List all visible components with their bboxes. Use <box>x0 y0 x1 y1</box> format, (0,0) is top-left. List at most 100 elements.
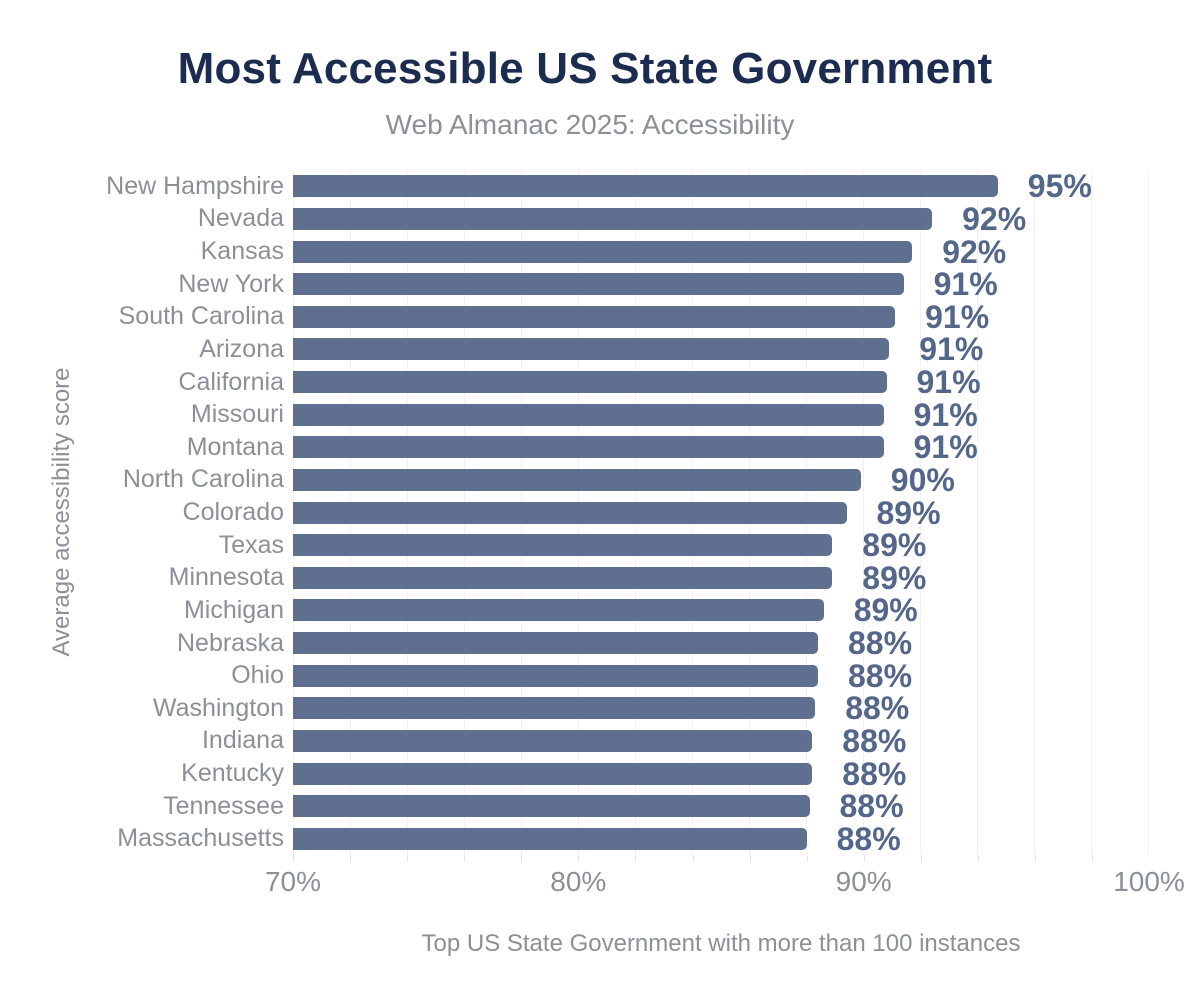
bar-row: Colorado 89% <box>0 496 1200 529</box>
category-label: Nevada <box>197 204 284 233</box>
category-label: Colorado <box>182 498 284 527</box>
bar-track: 91% <box>293 398 1200 431</box>
value-label: 89% <box>853 592 918 629</box>
bar-row: Indiana 88% <box>0 725 1200 758</box>
category-label: Washington <box>152 693 284 722</box>
bar-track: 88% <box>293 823 1200 856</box>
category-label: Michigan <box>183 595 284 624</box>
bar <box>293 468 861 491</box>
bar-row: Nevada 92% <box>0 203 1200 236</box>
bar-row: New Hampshire 95% <box>0 170 1200 203</box>
category-label: Texas <box>218 530 284 559</box>
bar-row: New York 91% <box>0 268 1200 301</box>
bar-row: Missouri 91% <box>0 398 1200 431</box>
bar <box>293 729 813 752</box>
page-title: Most Accessible US State Government <box>177 44 993 93</box>
bar <box>293 827 807 850</box>
category-label: South Carolina <box>118 302 284 331</box>
x-tick-mark <box>806 855 808 862</box>
category-label: Montana <box>186 432 284 461</box>
category-label: New Hampshire <box>106 171 284 200</box>
bar <box>293 599 824 622</box>
category-label: California <box>178 367 284 396</box>
bar <box>293 762 813 785</box>
category-label: Arizona <box>199 334 284 363</box>
bar <box>293 632 818 655</box>
category-label: Kansas <box>200 237 284 266</box>
value-label: 89% <box>862 559 927 596</box>
x-tick-mark <box>1034 855 1036 862</box>
bar-track: 91% <box>293 431 1200 464</box>
value-label: 91% <box>913 396 978 433</box>
bar-track: 91% <box>293 301 1200 334</box>
bar-row: North Carolina 90% <box>0 464 1200 497</box>
x-tick-mark <box>635 855 637 862</box>
bar-track: 95% <box>293 170 1200 203</box>
bar-track: 91% <box>293 366 1200 399</box>
bar-row: Montana 91% <box>0 431 1200 464</box>
x-tick-mark <box>692 855 694 862</box>
bar-track: 89% <box>293 594 1200 627</box>
value-label: 88% <box>845 690 910 727</box>
bar <box>293 207 933 230</box>
category-label: North Carolina <box>122 465 284 494</box>
bar-track: 88% <box>293 659 1200 692</box>
x-tick-mark <box>464 855 466 862</box>
value-label: 90% <box>890 461 955 498</box>
x-tick-mark <box>578 855 580 862</box>
x-tick-label: 80% <box>550 866 607 897</box>
category-label: Ohio <box>231 661 284 690</box>
category-label: Kentucky <box>181 759 284 788</box>
category-label: Tennessee <box>163 791 284 820</box>
category-label: New York <box>178 269 284 298</box>
x-tick-label: 90% <box>835 866 892 897</box>
bar-track: 88% <box>293 627 1200 660</box>
bar-track: 91% <box>293 268 1200 301</box>
value-label: 95% <box>1027 168 1092 205</box>
x-axis-title: Top US State Government with more than 1… <box>421 930 1021 957</box>
chart-subtitle: Web Almanac 2025: Accessibility <box>385 109 795 140</box>
value-label: 88% <box>842 755 907 792</box>
bar-row: South Carolina 91% <box>0 301 1200 334</box>
bar-row: California 91% <box>0 366 1200 399</box>
bar <box>293 175 998 198</box>
bar-row: Washington 88% <box>0 692 1200 725</box>
bar-track: 89% <box>293 529 1200 562</box>
bar <box>293 664 818 687</box>
bar-track: 89% <box>293 496 1200 529</box>
value-label: 88% <box>842 722 907 759</box>
value-label: 91% <box>916 364 981 401</box>
bar-row: Arizona 91% <box>0 333 1200 366</box>
category-label: Minnesota <box>168 563 284 592</box>
bar <box>293 501 847 524</box>
value-label: 91% <box>919 331 984 368</box>
bar <box>293 338 890 361</box>
value-label: 88% <box>836 820 901 857</box>
value-label: 88% <box>839 788 904 825</box>
x-tick-mark <box>749 855 751 862</box>
bar <box>293 305 896 328</box>
bar-track: 88% <box>293 790 1200 823</box>
bar-track: 92% <box>293 235 1200 268</box>
bar <box>293 436 884 459</box>
x-tick-label: 70% <box>264 866 322 897</box>
bar <box>293 566 833 589</box>
bar <box>293 403 884 426</box>
bar <box>293 697 816 720</box>
category-label: Indiana <box>201 726 284 755</box>
value-label: 89% <box>876 494 941 531</box>
bar-row: Texas 89% <box>0 529 1200 562</box>
bar-track: 91% <box>293 333 1200 366</box>
bar-row: Nebraska 88% <box>0 627 1200 660</box>
bar-row: Kansas 92% <box>0 235 1200 268</box>
x-axis-ticks <box>293 855 1149 863</box>
x-tick-mark <box>977 855 979 862</box>
x-tick-mark <box>521 855 523 862</box>
bar-track: 88% <box>293 757 1200 790</box>
value-label: 88% <box>848 657 913 694</box>
value-label: 91% <box>925 298 990 335</box>
x-tick-mark <box>863 855 865 862</box>
value-label: 92% <box>942 233 1007 270</box>
value-label: 92% <box>962 200 1027 237</box>
value-label: 89% <box>862 527 927 564</box>
